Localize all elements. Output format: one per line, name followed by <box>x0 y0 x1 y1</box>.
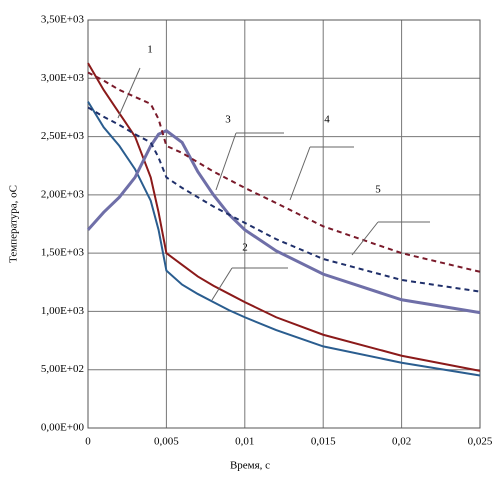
series-label: 1 <box>147 44 153 56</box>
series-line <box>87 71 481 273</box>
series-label: 3 <box>225 114 231 126</box>
leader-line <box>117 67 141 119</box>
y-tick-label: 3,00E+03 <box>41 72 85 84</box>
y-tick-label: 0,00E+00 <box>41 422 85 434</box>
series-label: 2 <box>242 242 248 254</box>
x-tick-label: 0,005 <box>154 436 179 448</box>
series-label: 4 <box>324 114 330 126</box>
series-line <box>87 62 481 372</box>
series-line <box>87 106 481 293</box>
y-tick-label: 2,00E+03 <box>41 188 85 200</box>
x-tick-label: 0,01 <box>235 436 254 448</box>
leader-line <box>351 221 379 256</box>
y-tick-label: 1,00E+03 <box>41 305 85 317</box>
x-tick-label: 0,015 <box>311 436 336 448</box>
series-line <box>86 129 481 315</box>
y-tick-label: 5,00E+02 <box>41 363 84 375</box>
y-tick-label: 3,50E+03 <box>41 14 85 26</box>
y-tick-label: 2,50E+03 <box>41 130 85 142</box>
leader-line <box>215 132 237 191</box>
y-tick-label: 1,50E+03 <box>41 247 85 259</box>
x-tick-label: 0 <box>85 436 91 448</box>
x-tick-label: 0,02 <box>392 436 411 448</box>
leader-line <box>289 146 311 201</box>
leader-line <box>211 267 233 301</box>
y-axis-label: Температура, оС <box>8 185 20 263</box>
x-tick-label: 0,025 <box>468 436 493 448</box>
series-line <box>87 101 481 377</box>
x-axis-label: Время, с <box>230 460 270 472</box>
plot-frame <box>87 19 481 429</box>
series-label: 5 <box>375 184 381 196</box>
